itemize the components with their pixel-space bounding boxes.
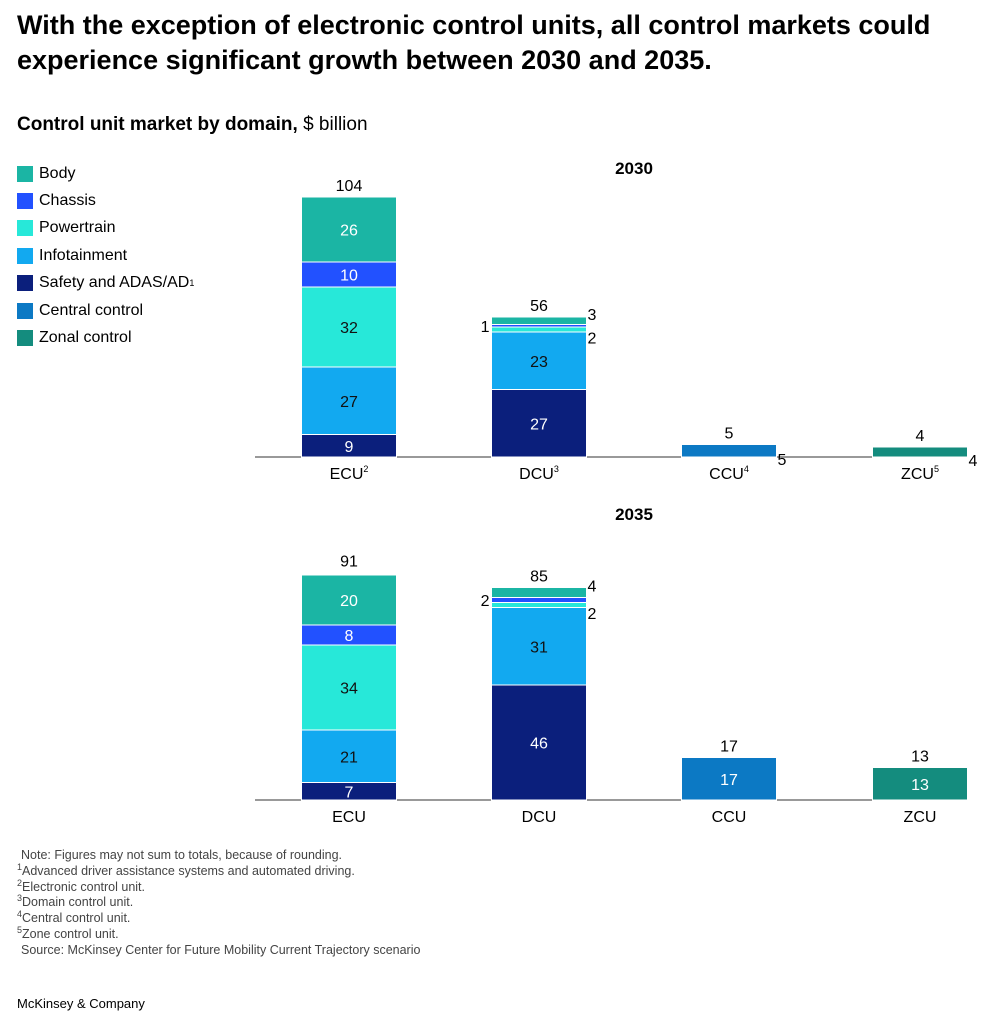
category-label-2035-ECU: ECU [332,809,366,826]
value-label-2035-ECU-safety: 7 [345,784,354,801]
footnote-1: 1Advanced driver assistance systems and … [17,861,355,878]
legend-label-body: Body [39,164,76,182]
subtitle-unit: $ billion [297,114,368,135]
bar-2035-DCU-infotainment [491,607,587,686]
footnote-5: 5Zone control unit. [17,924,119,941]
footnote-2: 2Electronic control unit. [17,877,145,894]
value-label-2030-ECU-chassis: 10 [340,268,358,285]
category-label-2035-DCU: DCU [522,809,557,826]
value-label-2035-ZCU-zonal: 13 [911,777,929,794]
outside-label-2035-DCU-chassis: 2 [481,593,490,610]
legend-item-central: Central control [17,297,194,324]
panel-title-2035: 2035 [615,505,653,524]
legend-item-safety: Safety and ADAS/AD 1 [17,270,194,297]
legend-label-safety: Safety and ADAS/AD [39,274,190,292]
total-label-2030-ZCU: 4 [916,428,925,445]
bar-2035-ECU-body [301,574,397,626]
value-label-2030-DCU-infotainment: 23 [530,354,548,371]
value-label-2035-ECU-powertrain: 34 [340,681,358,698]
total-label-2035-ECU: 91 [340,554,358,571]
outside-label-2035-DCU-powertrain: 2 [588,606,597,623]
total-label-2030-DCU: 56 [530,298,548,315]
subtitle-bold: Control unit market by domain, [17,114,298,135]
rounding-note: Note: Figures may not sum to totals, bec… [21,848,343,862]
legend-label-powertrain: Powertrain [39,219,116,237]
total-label-2035-ZCU: 13 [911,749,929,766]
legend-label-chassis: Chassis [39,192,96,210]
footnote-4: 4Central control unit. [17,909,131,926]
bar-2030-ECU-powertrain [301,286,397,368]
value-label-2035-ECU-body: 20 [340,593,358,610]
value-label-2030-ECU-powertrain: 32 [340,320,358,337]
bar-2030-CCU-central [681,444,777,458]
legend-label-zonal: Zonal control [39,329,132,347]
value-label-2035-ECU-infotainment: 21 [340,749,358,766]
legend: Body Chassis Powertrain Infotainment Saf… [17,160,194,352]
category-label-2035-ZCU: ZCU [904,809,937,826]
legend-item-chassis: Chassis [17,187,194,214]
category-label-2030-CCU: CCU4 [709,464,749,483]
category-label-2030-DCU: DCU3 [519,464,559,483]
bar-2035-DCU-safety [491,684,587,801]
bar-2035-DCU-body [491,587,587,598]
legend-swatch-powertrain [17,220,33,237]
legend-label-central: Central control [39,301,144,319]
legend-item-zonal: Zonal control [17,324,194,351]
outside-label-2030-CCU-central: 5 [778,452,787,469]
bar-2030-ZCU-zonal [872,446,968,458]
chart-subtitle: Control unit market by domain, $ billion [17,114,368,136]
legend-swatch-zonal [17,330,33,347]
bar-2030-DCU-safety [491,389,587,458]
legend-item-body: Body [17,160,194,187]
legend-swatch-chassis [17,193,33,210]
bar-2030-ECU-body [301,196,397,263]
value-label-2030-ECU-safety: 9 [345,439,354,456]
bar-2030-DCU-body [491,316,587,325]
value-label-2035-ECU-chassis: 8 [345,628,354,645]
category-label-2030-ZCU: ZCU5 [901,464,939,483]
bar-2035-CCU-central [681,757,777,801]
total-label-2030-ECU: 104 [336,178,363,195]
bar-2035-DCU-powertrain [491,602,587,608]
outside-label-2030-ZCU-zonal: 4 [969,453,978,470]
bar-2035-ZCU-zonal [872,767,968,801]
category-label-2030-ECU: ECU2 [330,464,369,483]
bar-2030-DCU-powertrain [491,326,587,333]
value-label-2035-DCU-safety: 46 [530,736,548,753]
footnote-3: 3Domain control unit. [17,893,134,910]
legend-label-infotainment: Infotainment [39,246,128,264]
legend-item-powertrain: Powertrain [17,215,194,242]
bar-2030-DCU-infotainment [491,331,587,390]
chart-headline: With the exception of electronic control… [17,10,931,75]
panel-title-2030: 2030 [615,159,653,178]
total-label-2030-CCU: 5 [725,426,734,443]
value-label-2030-ECU-infotainment: 27 [340,394,358,411]
value-label-2030-DCU-safety: 27 [530,416,548,433]
brand-wordmark: McKinsey & Company [17,996,145,1011]
source-note: Source: McKinsey Center for Future Mobil… [21,942,421,957]
legend-swatch-safety [17,275,33,292]
outside-label-2030-DCU-powertrain: 2 [588,331,597,348]
bar-2035-DCU-chassis [491,597,587,603]
legend-item-infotainment: Infotainment [17,242,194,269]
value-label-2030-ECU-body: 26 [340,223,358,240]
outside-label-2030-DCU-body: 3 [588,307,597,324]
value-label-2035-CCU-central: 17 [720,772,738,789]
total-label-2035-CCU: 17 [720,739,738,756]
outside-label-2035-DCU-body: 4 [588,579,597,596]
total-label-2035-DCU: 85 [530,569,548,586]
outside-label-2030-DCU-chassis: 1 [481,319,490,336]
value-label-2035-DCU-infotainment: 31 [530,639,548,656]
legend-swatch-central [17,302,33,319]
category-label-2035-CCU: CCU [712,809,747,826]
notes: Note: Figures may not sum to totals, bec… [17,848,420,959]
legend-swatch-infotainment [17,247,33,264]
legend-swatch-body [17,165,33,182]
